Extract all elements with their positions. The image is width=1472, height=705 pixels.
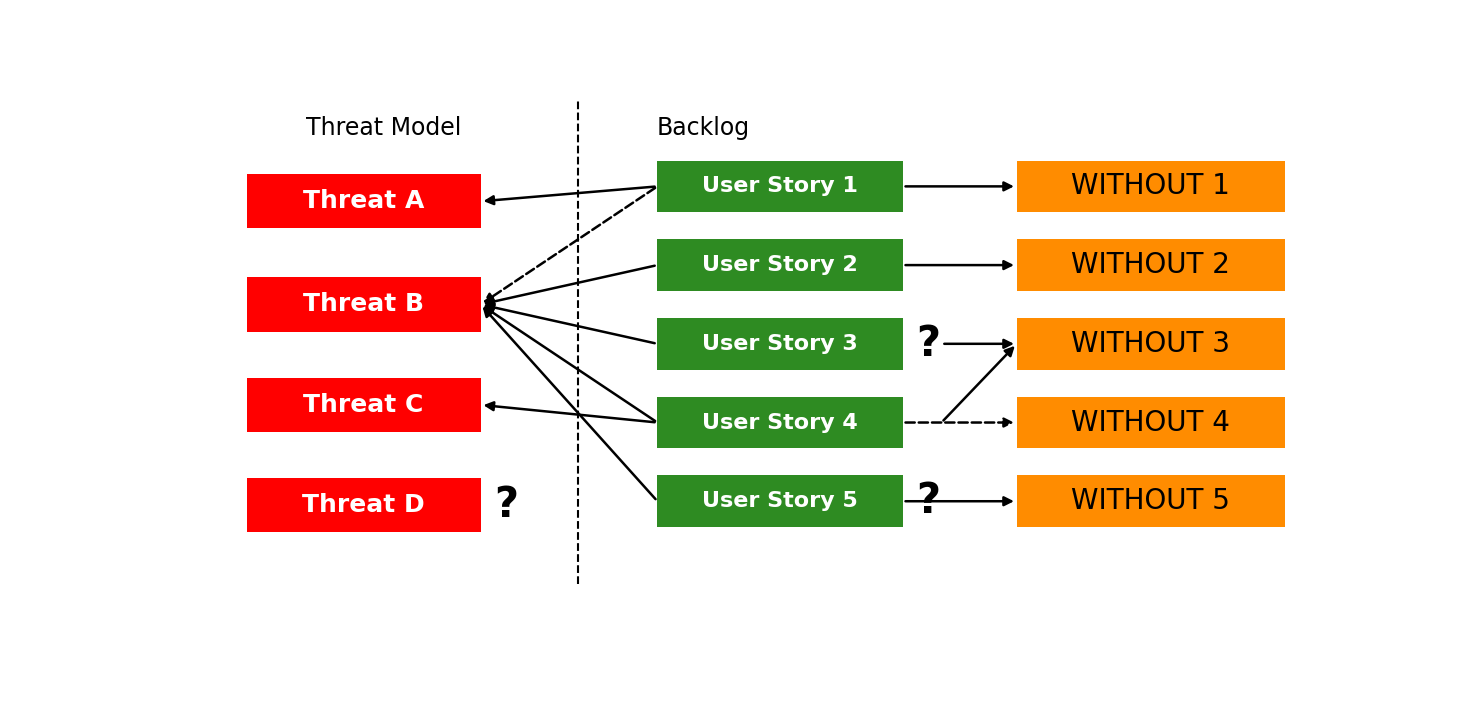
Text: ?: ? bbox=[917, 480, 941, 522]
FancyBboxPatch shape bbox=[247, 277, 480, 331]
FancyBboxPatch shape bbox=[658, 397, 902, 448]
FancyBboxPatch shape bbox=[658, 239, 902, 291]
FancyBboxPatch shape bbox=[247, 378, 480, 432]
Text: WITHOUT 2: WITHOUT 2 bbox=[1072, 251, 1231, 279]
Text: Threat C: Threat C bbox=[303, 393, 424, 417]
Text: User Story 3: User Story 3 bbox=[702, 333, 858, 354]
Text: Threat A: Threat A bbox=[303, 190, 424, 214]
FancyBboxPatch shape bbox=[1017, 475, 1285, 527]
Text: Threat D: Threat D bbox=[302, 493, 425, 517]
Text: User Story 5: User Story 5 bbox=[702, 491, 858, 511]
FancyBboxPatch shape bbox=[247, 174, 480, 228]
FancyBboxPatch shape bbox=[1017, 318, 1285, 369]
Text: User Story 1: User Story 1 bbox=[702, 176, 858, 197]
Text: WITHOUT 3: WITHOUT 3 bbox=[1072, 330, 1231, 358]
FancyBboxPatch shape bbox=[1017, 397, 1285, 448]
FancyBboxPatch shape bbox=[247, 478, 480, 532]
Text: Backlog: Backlog bbox=[657, 116, 749, 140]
Text: WITHOUT 1: WITHOUT 1 bbox=[1072, 173, 1231, 200]
Text: User Story 2: User Story 2 bbox=[702, 255, 858, 275]
Text: WITHOUT 4: WITHOUT 4 bbox=[1072, 408, 1231, 436]
Text: Threat B: Threat B bbox=[303, 293, 424, 317]
Text: Threat Model: Threat Model bbox=[306, 116, 461, 140]
FancyBboxPatch shape bbox=[1017, 161, 1285, 212]
Text: WITHOUT 5: WITHOUT 5 bbox=[1072, 487, 1231, 515]
FancyBboxPatch shape bbox=[658, 318, 902, 369]
FancyBboxPatch shape bbox=[1017, 239, 1285, 291]
Text: ?: ? bbox=[495, 484, 518, 527]
FancyBboxPatch shape bbox=[658, 475, 902, 527]
FancyBboxPatch shape bbox=[658, 161, 902, 212]
Text: ?: ? bbox=[917, 323, 941, 364]
Text: User Story 4: User Story 4 bbox=[702, 412, 858, 433]
